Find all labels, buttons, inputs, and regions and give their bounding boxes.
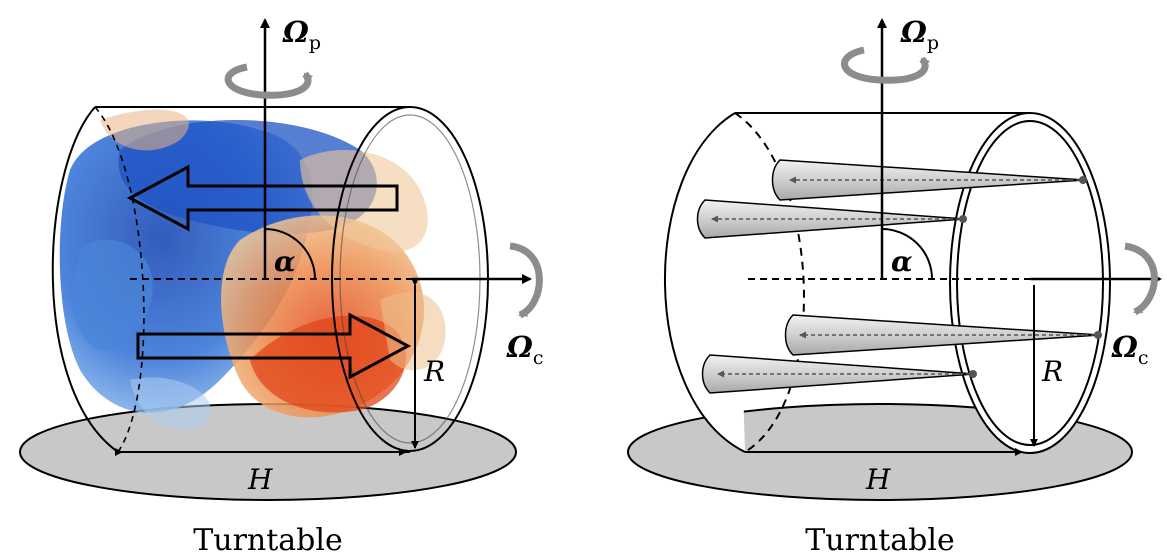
right-panel: Ωp Ωc α R H Turntable bbox=[627, 15, 1162, 558]
right-omega-c-label: Ωc bbox=[1111, 330, 1148, 369]
right-omega-p-label: Ωp bbox=[900, 15, 939, 54]
right-cone-3 bbox=[784, 314, 1102, 356]
left-flow-arrow-lower bbox=[136, 312, 412, 380]
right-cones bbox=[696, 159, 1102, 394]
right-radius-label: R bbox=[1041, 355, 1063, 388]
right-precession-rotation-icon bbox=[841, 46, 931, 84]
left-alpha-arc bbox=[264, 228, 316, 280]
right-alpha-arc bbox=[881, 228, 933, 280]
left-alpha-label: α bbox=[274, 245, 296, 278]
left-omega-c-label: Ωc bbox=[506, 330, 543, 369]
left-radius-label: R bbox=[423, 355, 445, 388]
left-omega-p-label: Ωp bbox=[282, 15, 321, 54]
left-panel: Ωp Ωc α R H Turntable bbox=[19, 15, 543, 558]
left-precession-rotation-icon bbox=[224, 63, 314, 99]
right-height-label: H bbox=[865, 463, 891, 496]
left-flow-field bbox=[59, 109, 446, 430]
right-spin-rotation-icon bbox=[1124, 242, 1158, 316]
right-cone-4 bbox=[701, 354, 977, 394]
left-height-label: H bbox=[247, 463, 273, 496]
left-flow-arrow-upper bbox=[126, 164, 399, 232]
left-spin-rotation-icon bbox=[509, 242, 543, 319]
left-caption: Turntable bbox=[193, 523, 343, 558]
right-caption: Turntable bbox=[805, 523, 955, 558]
right-cone-2 bbox=[696, 199, 967, 239]
right-alpha-label: α bbox=[891, 245, 913, 278]
left-flow-arrows bbox=[126, 164, 412, 380]
right-cone-1 bbox=[771, 159, 1087, 201]
right-cylinder bbox=[664, 112, 1111, 454]
